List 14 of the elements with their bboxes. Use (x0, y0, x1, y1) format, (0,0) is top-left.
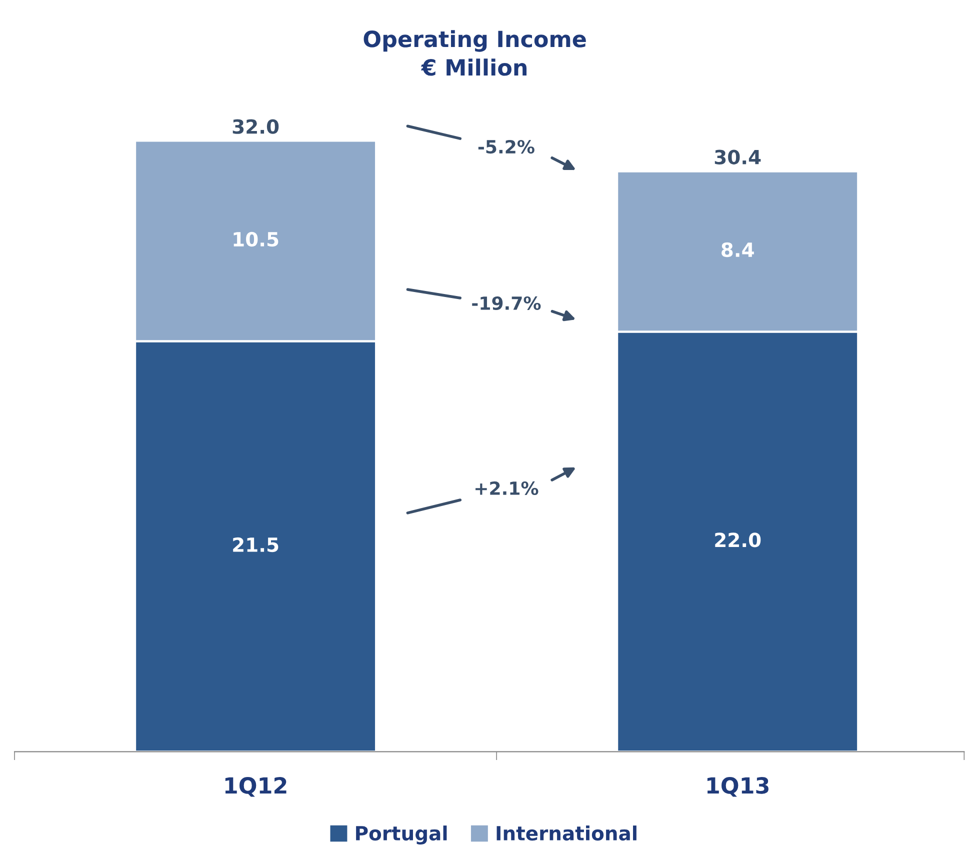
data-label: 10.5 (234, 232, 278, 247)
data-label: 21.5 (233, 537, 278, 552)
legend-label: Portugal (356, 826, 447, 844)
annotation: -5.2% (478, 140, 534, 154)
x-tick-label: 1Q13 (707, 777, 768, 797)
total-label: 30.4 (714, 150, 761, 164)
total-label: 32.0 (232, 119, 279, 134)
legend-label: International (496, 826, 636, 841)
data-label: 8.4 (722, 242, 754, 258)
chart-title: Operating Income € Million (364, 30, 586, 76)
x-tick-label: 1Q12 (225, 777, 286, 797)
annotation: -19.7% (472, 296, 541, 310)
data-label: 22.0 (715, 532, 761, 548)
annotation: +2.1% (476, 481, 538, 496)
